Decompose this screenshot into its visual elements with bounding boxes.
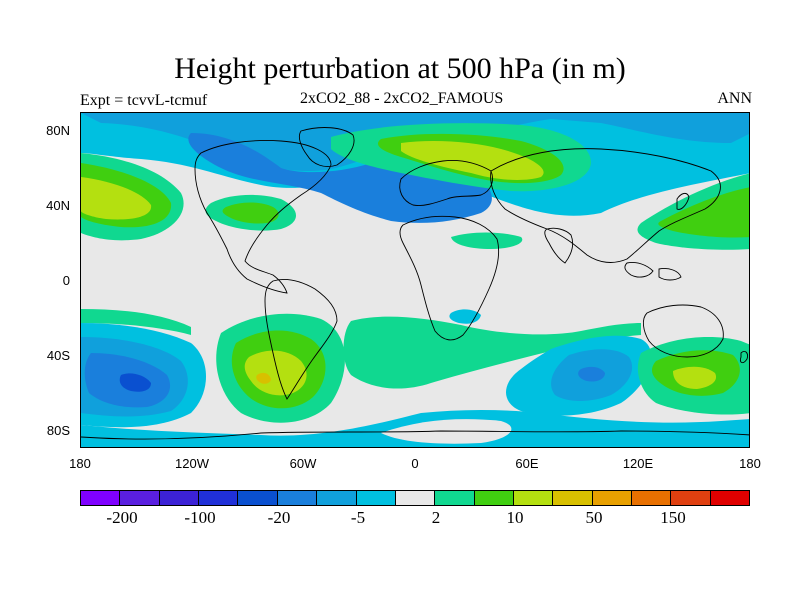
south-america-coast xyxy=(264,278,338,400)
lon-tick-0: 0 xyxy=(411,456,419,471)
comparison-label: 2xCO2_88 - 2xCO2_FAMOUS xyxy=(300,90,504,107)
legend-swatch-5 xyxy=(277,491,318,505)
greenland-coast xyxy=(298,127,355,167)
south-pacific-positive-band xyxy=(81,309,191,335)
north-pacific-positive-peak xyxy=(81,177,152,220)
legend-swatch-12 xyxy=(553,491,593,505)
india-coast xyxy=(544,227,574,264)
legend-label-minus-20: -20 xyxy=(267,508,291,527)
lon-tick-180-right: 180 xyxy=(739,456,761,471)
lat-tick-80n: 80N xyxy=(46,123,70,138)
north-atlantic-negative-core xyxy=(188,133,492,223)
southern-atlantic-positive-peak xyxy=(244,350,307,396)
legend-label-minus-100: -100 xyxy=(184,508,216,527)
color-legend-bar xyxy=(80,490,750,506)
lat-tick-40n: 40N xyxy=(46,198,70,213)
legend-swatch-3 xyxy=(199,491,239,505)
legend-label-minus-200: -200 xyxy=(106,508,138,527)
legend-swatch-9 xyxy=(435,491,475,505)
season-label: ANN xyxy=(717,90,752,107)
east-asia-positive-core xyxy=(658,187,749,238)
africa-coast xyxy=(399,215,500,341)
asia-coast xyxy=(490,148,721,263)
south-indian-negative-peak xyxy=(578,366,605,382)
southeast-asia-islands xyxy=(624,262,682,281)
legend-swatch-4 xyxy=(238,491,278,505)
legend-swatch-2 xyxy=(159,491,200,505)
eurasia-positive-peak xyxy=(401,141,544,180)
lon-tick-60e: 60E xyxy=(515,456,539,471)
lat-tick-0: 0 xyxy=(62,273,70,288)
legend-swatch-0 xyxy=(81,491,121,505)
legend-label-2: 2 xyxy=(431,508,441,527)
southern-ocean-negative-peak xyxy=(119,373,151,392)
japan-coast xyxy=(676,192,690,210)
legend-swatch-16 xyxy=(710,491,750,505)
contour-map xyxy=(80,112,750,448)
lat-tick-80s: 80S xyxy=(46,423,70,438)
legend-swatch-10 xyxy=(474,491,514,505)
legend-label-150: 150 xyxy=(660,508,686,527)
north-america-positive-core xyxy=(222,202,279,224)
contour-map-svg xyxy=(81,113,749,447)
experiment-label: Expt = tcvvL-tcmuf xyxy=(80,92,208,109)
lon-tick-180-left: 180 xyxy=(69,456,91,471)
legend-swatch-11 xyxy=(513,491,554,505)
legend-swatch-13 xyxy=(592,491,633,505)
legend-swatch-14 xyxy=(632,491,672,505)
lon-tick-60w: 60W xyxy=(289,456,317,471)
legend-swatch-6 xyxy=(317,491,357,505)
legend-swatch-1 xyxy=(120,491,160,505)
legend-label-minus-5: -5 xyxy=(350,508,366,527)
new-zealand-coast xyxy=(740,350,748,364)
antarctica-coast xyxy=(81,430,749,440)
legend-label-50: 50 xyxy=(585,508,603,527)
legend-swatch-7 xyxy=(356,491,396,505)
south-atlantic-east-positive-band xyxy=(343,316,641,389)
lon-tick-120w: 120W xyxy=(175,456,209,471)
coastlines xyxy=(81,127,749,440)
legend-label-10: 10 xyxy=(506,508,524,527)
australia-coast xyxy=(642,304,724,358)
map-title: Height perturbation at 500 hPa (in m) xyxy=(174,52,626,85)
lon-tick-120e: 120E xyxy=(622,456,654,471)
europe-coast xyxy=(399,160,493,206)
north-america-coast xyxy=(194,140,332,294)
north-africa-positive-patch xyxy=(451,232,523,249)
lat-tick-40s: 40S xyxy=(46,348,70,363)
south-pacific-east-positive-peak xyxy=(673,366,717,389)
legend-swatch-8 xyxy=(395,491,436,505)
southern-atlantic-positive-max xyxy=(256,372,271,384)
legend-swatch-15 xyxy=(671,491,711,505)
